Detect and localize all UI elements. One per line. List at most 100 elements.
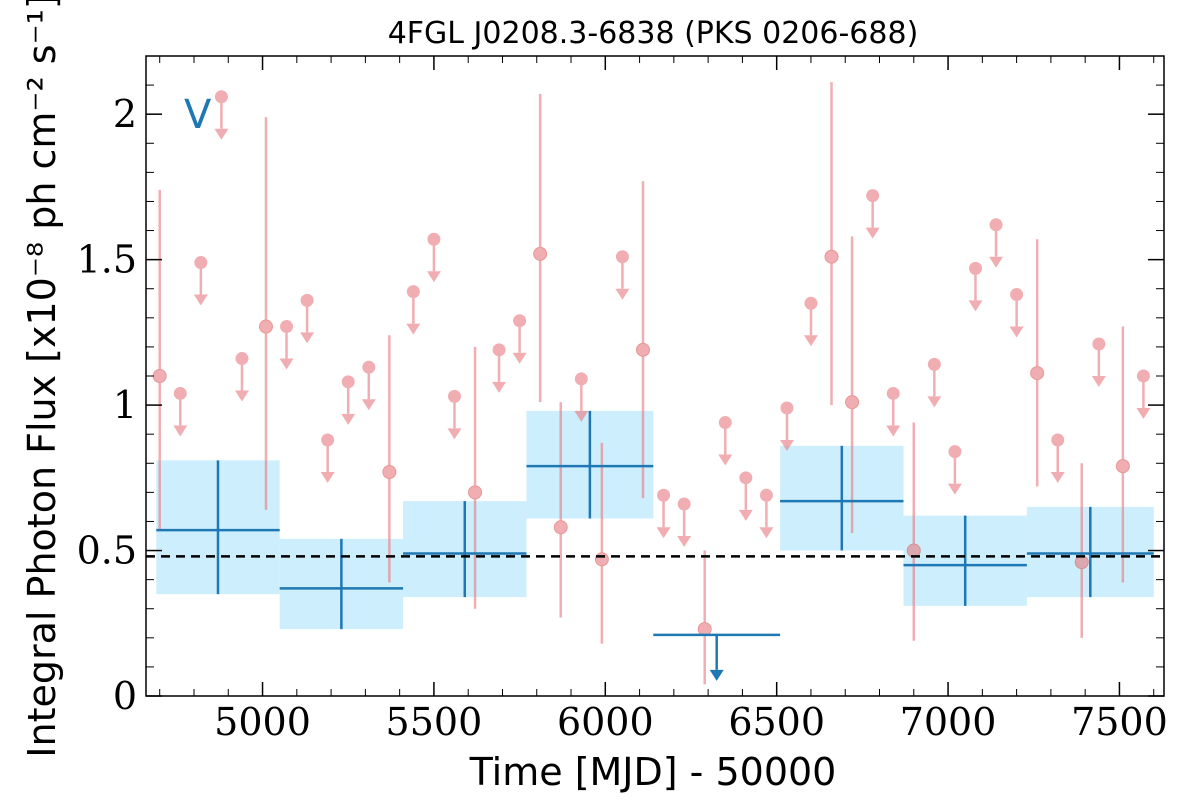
data-point	[824, 249, 839, 264]
short-bin-point	[865, 189, 880, 239]
upper-limit-marker	[300, 293, 314, 307]
upper-limit-arrow	[718, 454, 733, 466]
upper-limit-marker	[866, 189, 880, 203]
upper-limit-marker	[1051, 433, 1065, 447]
short-bin-point	[927, 357, 942, 408]
upper-limit-marker	[173, 386, 187, 400]
upper-limit-arrow	[574, 410, 589, 422]
y-tick-label: 0	[113, 674, 137, 718]
upper-limit-arrow	[656, 527, 671, 539]
short-bin-point	[906, 422, 921, 641]
y-tick-label: 2	[113, 92, 137, 136]
short-bin-point	[803, 296, 818, 347]
short-bin-point	[677, 497, 692, 547]
x-tick-label: 6000	[557, 700, 654, 744]
short-bin-point	[1115, 326, 1130, 583]
upper-limit-arrow	[886, 425, 901, 437]
short-bin-point	[512, 314, 527, 364]
short-bin-point	[492, 343, 507, 393]
short-bin-point	[152, 189, 167, 531]
upper-limit-arrow	[803, 335, 818, 347]
chart-title: 4FGL J0208.3-6838 (PKS 0206-688)	[388, 16, 919, 51]
upper-limit-arrow	[615, 288, 630, 300]
long-bin-bands	[156, 410, 1154, 630]
upper-limit-marker	[968, 261, 982, 275]
upper-limit-arrow	[677, 536, 692, 547]
long-upper-limit-arrow	[709, 669, 724, 681]
y-tick-label: 1.5	[77, 238, 137, 282]
upper-limit-arrow	[406, 323, 421, 335]
short-bin-point	[989, 218, 1004, 268]
long-bin-series	[156, 410, 1154, 681]
upper-limit-arrow	[1050, 472, 1065, 483]
short-bin-point	[341, 375, 356, 425]
upper-limit-arrow	[341, 413, 356, 425]
data-point	[845, 395, 860, 410]
x-tick-label: 7000	[900, 700, 997, 744]
short-bin-point	[574, 372, 589, 422]
long-bin-point	[403, 501, 527, 598]
upper-limit-marker	[677, 497, 691, 511]
upper-limit-arrow	[279, 358, 294, 370]
data-point	[697, 622, 712, 637]
short-bin-point	[968, 261, 983, 312]
x-axis-label: Time [MJD] - 50000	[469, 750, 837, 794]
long-bin-point	[903, 515, 1027, 606]
data-point	[906, 543, 921, 558]
short-bin-point	[845, 236, 860, 534]
short-bin-point	[1050, 433, 1065, 483]
short-bin-point	[636, 181, 651, 499]
upper-limit-marker	[1092, 337, 1106, 351]
short-bin-point	[468, 346, 483, 609]
upper-limit-marker	[657, 488, 671, 502]
short-bin-point	[1136, 369, 1151, 419]
short-bin-point	[947, 445, 962, 495]
long-bin-point	[279, 538, 404, 630]
upper-limit-arrow	[193, 294, 208, 306]
upper-limit-arrow	[447, 428, 462, 440]
upper-limit-marker	[235, 352, 249, 366]
x-tick-label: 6500	[728, 700, 825, 744]
upper-limit-marker	[780, 401, 794, 415]
long-bin-point	[780, 445, 904, 551]
upper-limit-marker	[1010, 288, 1024, 302]
band-label: V	[184, 92, 212, 138]
short-bin-point	[886, 386, 901, 437]
upper-limit-arrow	[779, 440, 794, 451]
upper-limit-arrow	[361, 399, 376, 411]
upper-limit-marker	[194, 256, 208, 270]
short-bin-point	[824, 82, 839, 406]
upper-limit-arrow	[865, 227, 880, 239]
upper-limit-marker	[989, 218, 1003, 232]
short-bin-series	[152, 82, 1151, 685]
short-bin-point	[779, 401, 794, 451]
data-point	[553, 520, 568, 535]
short-bin-point	[1091, 337, 1106, 387]
upper-limit-arrow	[1091, 376, 1106, 387]
upper-limit-arrow	[1136, 408, 1151, 419]
data-point	[1030, 366, 1045, 381]
long-bin-point	[1026, 506, 1154, 598]
upper-limit-marker	[1136, 369, 1150, 383]
short-bin-point	[193, 256, 208, 306]
y-tick-label: 0.5	[77, 529, 137, 573]
upper-limit-marker	[341, 375, 355, 389]
short-bin-point	[615, 250, 630, 300]
upper-limit-marker	[574, 372, 588, 386]
long-bin-point	[156, 460, 280, 595]
data-point	[533, 246, 548, 261]
short-bin-point	[173, 386, 188, 437]
x-tick-label: 5500	[386, 700, 483, 744]
data-point	[594, 552, 609, 567]
short-bin-point	[533, 93, 548, 403]
axis-ticks: 5000 5500 6000 6500 7000 7500 0 0.5 1 1.5 2	[77, 56, 1168, 744]
x-tick-label: 7500	[1071, 700, 1168, 744]
y-axis-label: Integral Photon Flux [x10⁻⁸ ph cm⁻² s⁻¹]	[20, 0, 64, 758]
y-tick-label: 1	[113, 383, 137, 427]
data-point	[468, 485, 483, 500]
short-bin-point	[697, 550, 712, 685]
short-bin-point	[1030, 239, 1045, 487]
short-bin-point	[656, 488, 671, 539]
upper-limit-arrow	[426, 271, 441, 283]
upper-limit-marker	[513, 314, 527, 328]
